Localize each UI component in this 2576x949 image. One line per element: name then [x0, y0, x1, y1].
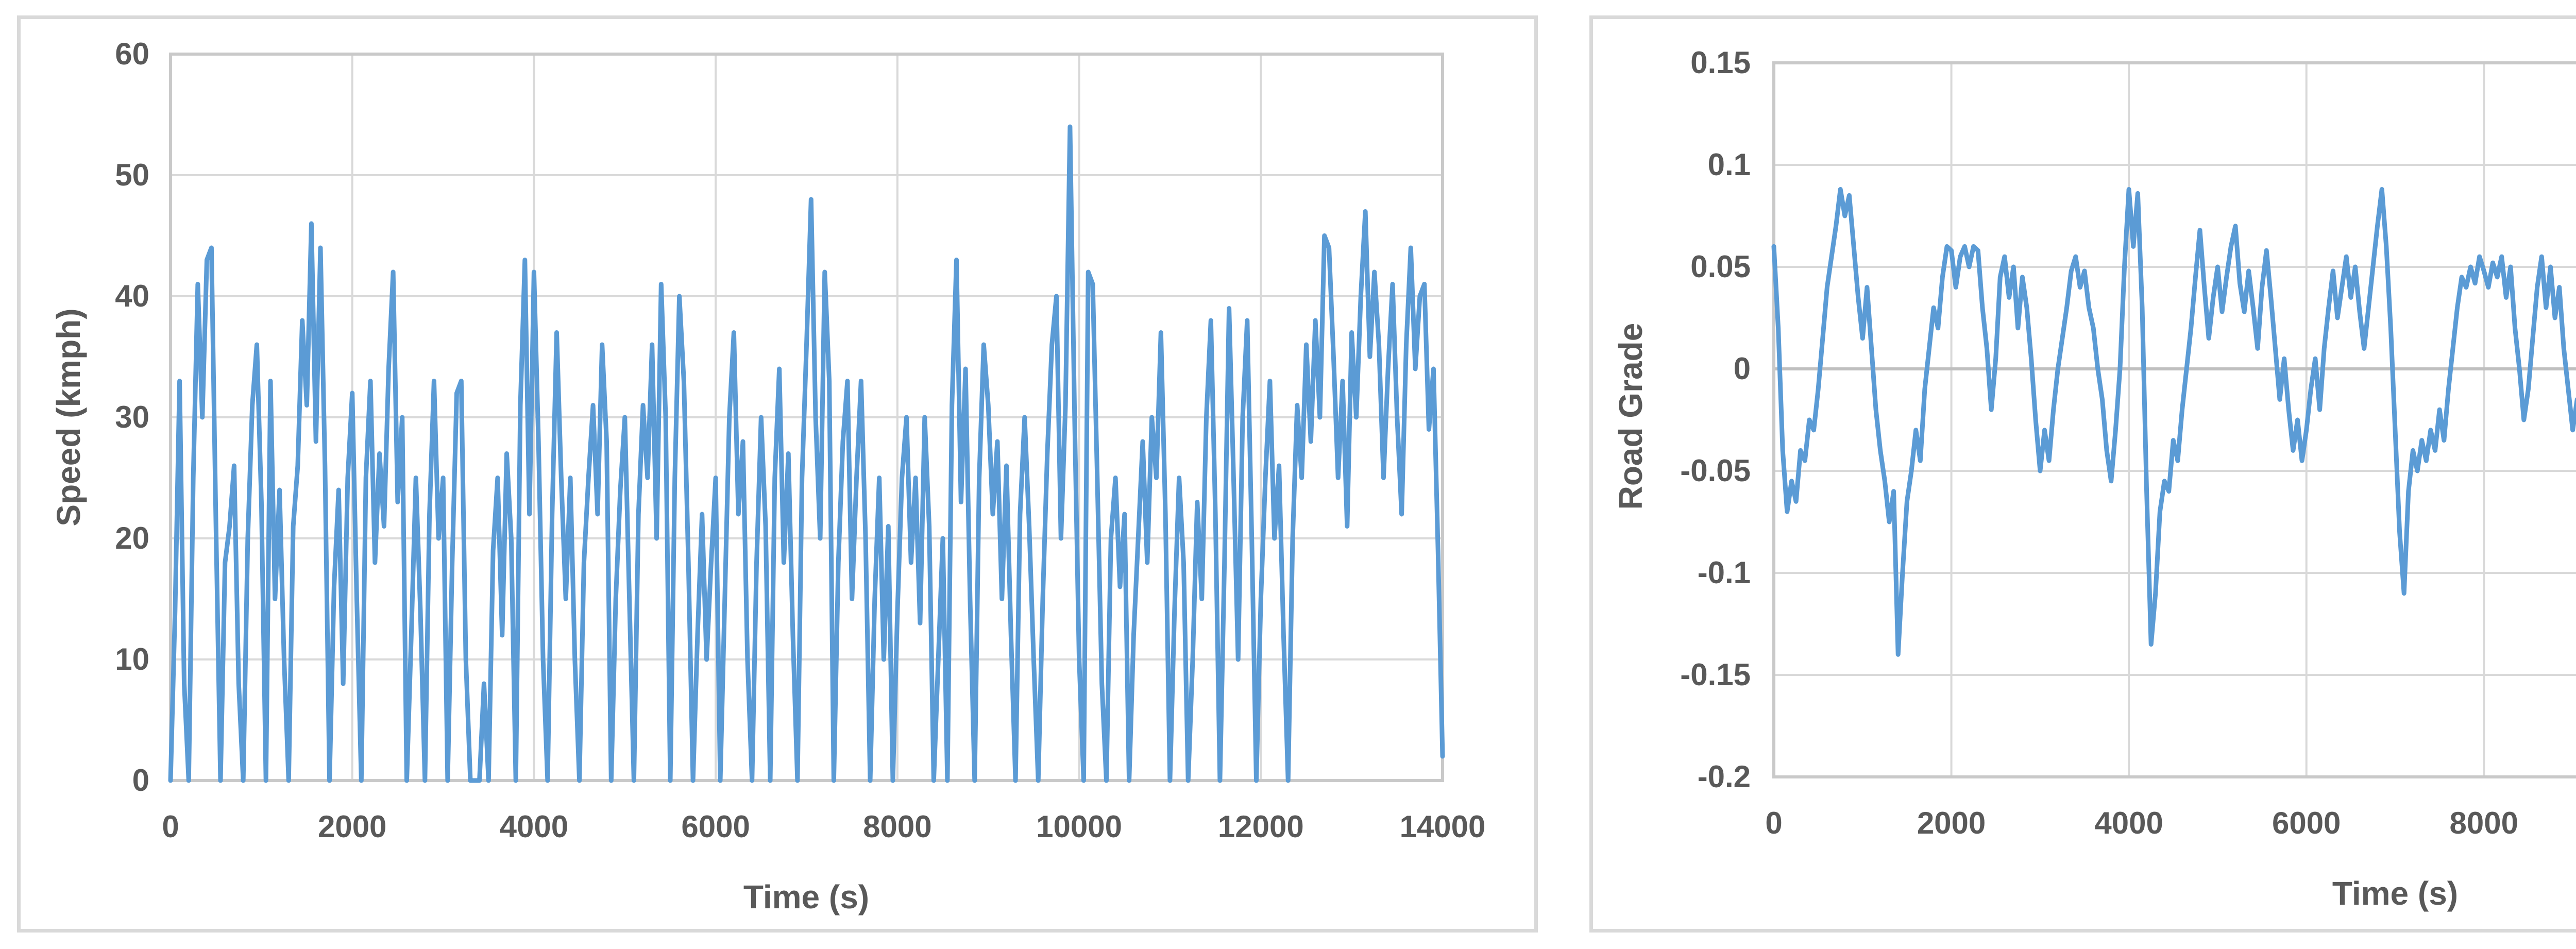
road-grade-x-axis-title: Time (s): [2332, 875, 2459, 912]
x-tick-label: 0: [162, 809, 179, 844]
x-tick-label: 8000: [2449, 806, 2519, 840]
x-tick-label: 14000: [1399, 809, 1486, 844]
y-tick-label: -0.15: [1680, 657, 1751, 692]
y-tick-label: 0: [1733, 351, 1751, 386]
y-tick-label: 40: [115, 279, 149, 313]
y-tick-label: 20: [115, 521, 149, 555]
x-tick-label: 10000: [1036, 809, 1122, 844]
plot-area-border: [1772, 61, 2576, 778]
y-tick-label: -0.1: [1697, 555, 1751, 590]
y-tick-label: 0.15: [1690, 45, 1751, 80]
speed-chart-panel: 60 50 40 30 20 10 0 0 2000 4000 6000 8000 10000 12000…: [17, 15, 1538, 933]
y-tick-label: -0.2: [1697, 759, 1751, 794]
road-grade-chart-plot: [1771, 61, 2576, 778]
speed-x-axis-title: Time (s): [743, 878, 870, 916]
data-series-line: [168, 124, 1445, 783]
y-tick-label: 0: [132, 763, 149, 798]
x-tick-label: 2000: [317, 809, 387, 844]
y-tick-label: 50: [115, 158, 149, 192]
data-series-line: [1771, 187, 2576, 657]
y-tick-label: -0.05: [1680, 453, 1751, 488]
road-grade-chart-panel: 0.15 0.1 0.05 0 -0.05 -0.1 -0.15 -0.2 0 2000 4000 6…: [1589, 15, 2576, 933]
x-tick-label: 4000: [499, 809, 569, 844]
plot-area-border: [169, 53, 1444, 782]
x-tick-label: 4000: [2094, 806, 2163, 840]
y-tick-label: 0.1: [1707, 147, 1751, 182]
y-tick-label: 30: [115, 400, 149, 434]
x-tick-label: 2000: [1917, 806, 1986, 840]
road-grade-y-axis-title: Road Grade: [1612, 323, 1649, 510]
y-tick-label: 0.05: [1690, 249, 1751, 284]
x-tick-label: 10000: [2574, 808, 2576, 839]
speed-y-axis-title: Speed (kmph): [50, 308, 87, 527]
x-tick-label: 12000: [1217, 809, 1304, 844]
x-tick-label: 0: [1765, 806, 1783, 840]
y-tick-label: 60: [115, 37, 149, 71]
x-tick-label: 6000: [2272, 806, 2341, 840]
y-tick-label: 10: [115, 642, 149, 676]
x-tick-label: 8000: [863, 809, 932, 844]
x-tick-label: 6000: [681, 809, 750, 844]
speed-chart-plot: [168, 53, 1445, 783]
